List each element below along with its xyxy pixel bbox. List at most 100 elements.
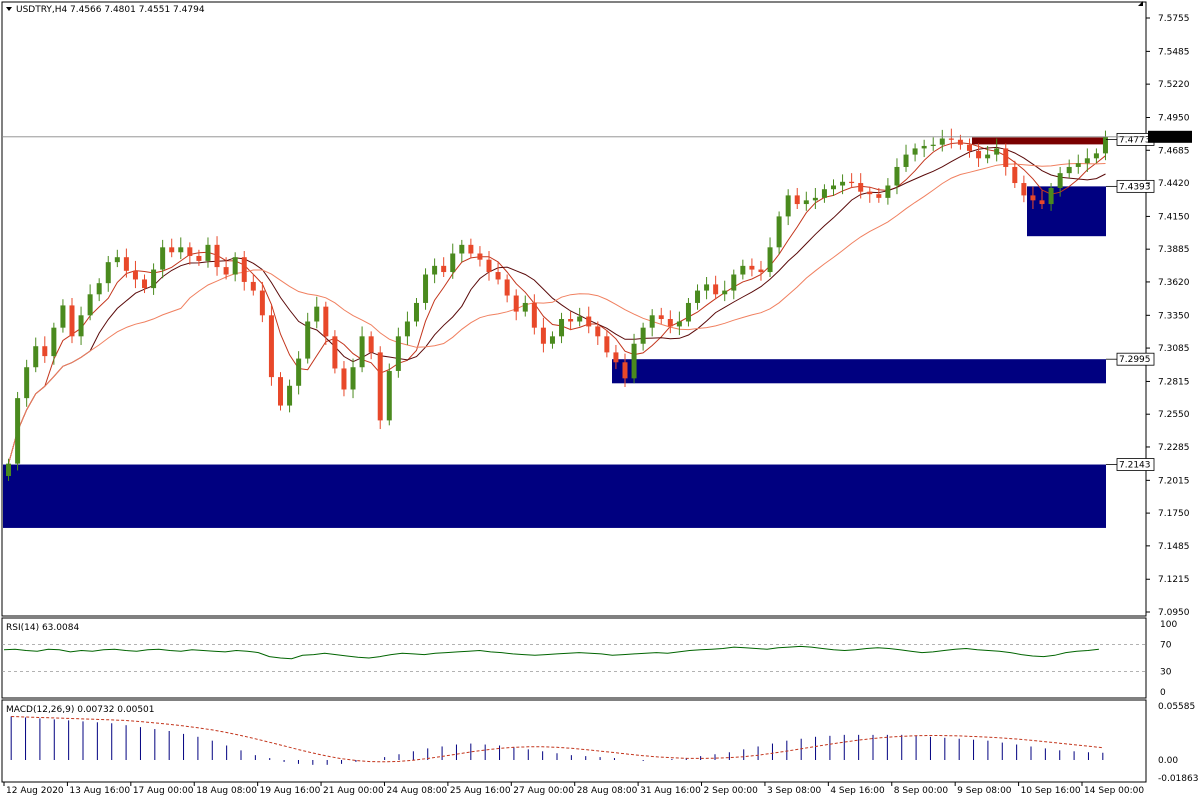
candle-body [214, 244, 220, 268]
candle-body [359, 336, 365, 368]
price-tick-label: 7.5485 [1158, 47, 1190, 57]
candle-body [368, 336, 374, 353]
time-tick-label: 10 Sep 16:00 [1021, 786, 1081, 796]
candle-body [640, 327, 646, 344]
candle-body [142, 279, 148, 289]
candle-body [404, 321, 410, 337]
candle-body [1048, 187, 1054, 205]
macd-indicator: 0.05585 0.00 -0.01863 [10, 702, 1198, 784]
rsi-tick-label: 30 [1160, 668, 1172, 678]
candle-body [187, 247, 193, 256]
price-tick-label: 7.2015 [1158, 476, 1190, 486]
candle-body [6, 463, 12, 477]
time-tick-label: 24 Aug 08:00 [386, 786, 447, 796]
candle-body [559, 319, 565, 337]
time-tick-label: 21 Aug 00:00 [323, 786, 384, 796]
candle-body [794, 195, 800, 205]
rsi-pane[interactable] [1, 617, 1147, 699]
candle-body [840, 181, 846, 186]
candle-body [831, 185, 836, 190]
candle-body [939, 138, 945, 145]
candle-body [604, 336, 610, 353]
price-tick-label: 7.4950 [1158, 114, 1190, 124]
candle-body [903, 154, 909, 167]
level-labels: 7.4773 7.4393 7.2995 7.2143 [1106, 132, 1155, 471]
level-label: 7.2143 [1119, 461, 1151, 471]
candle-body [767, 247, 773, 273]
candle-body [1012, 166, 1018, 184]
candle-body [477, 253, 483, 260]
candle-body [395, 336, 401, 371]
candle-body [785, 195, 791, 217]
candle-body [695, 290, 701, 303]
macd-signal-line [11, 716, 1103, 763]
macd-tick-label: 0.05585 [1158, 702, 1195, 712]
rsi-title: RSI(14) 63.0084 [6, 623, 79, 633]
candle-body [178, 247, 184, 253]
candle-body [912, 148, 918, 155]
candle-body [622, 362, 628, 379]
level-label: 7.4773 [1119, 135, 1151, 145]
scroll-corner-icon[interactable] [1138, 1, 1143, 6]
candle-body [42, 346, 48, 357]
candle-body [586, 316, 592, 327]
candle-body [241, 257, 247, 282]
candle-body [722, 290, 728, 295]
candle-body [232, 257, 238, 275]
candle-body [341, 368, 347, 390]
candles-layer [6, 128, 1108, 481]
price-tick-label: 7.4420 [1158, 179, 1190, 189]
support-zone [612, 359, 1106, 384]
macd-pane[interactable] [1, 699, 1147, 783]
time-tick-label: 12 Aug 2020 [6, 786, 64, 796]
candle-body [631, 343, 637, 379]
candle-body [287, 385, 293, 406]
time-tick-label: 25 Aug 16:00 [450, 786, 511, 796]
candle-body [78, 315, 84, 337]
candle-body [985, 154, 991, 159]
price-tick-label: 7.0950 [1158, 608, 1190, 618]
time-tick-label: 31 Aug 16:00 [640, 786, 701, 796]
candle-body [930, 144, 936, 146]
candle-body [386, 370, 392, 421]
price-tick-label: 7.4685 [1158, 146, 1190, 156]
candle-body [568, 319, 574, 322]
price-tick-label: 7.3350 [1158, 311, 1190, 321]
macd-title: MACD(12,26,9) 0.00732 0.00501 [6, 705, 155, 715]
candle-body [123, 257, 129, 271]
rsi-tick-label: 70 [1160, 640, 1172, 650]
candle-body [305, 321, 311, 359]
current-price-tag [1148, 130, 1192, 143]
time-tick-label: 4 Sep 16:00 [830, 786, 885, 796]
candle-body [758, 269, 764, 273]
candle-body [649, 315, 655, 328]
candle-body [259, 290, 265, 316]
dropdown-triangle-icon[interactable] [6, 7, 12, 11]
candle-body [69, 305, 75, 337]
candle-body [205, 244, 211, 261]
level-box [1116, 458, 1155, 471]
time-tick-label: 17 Aug 00:00 [133, 786, 194, 796]
candle-body [314, 306, 320, 322]
candle-body [704, 284, 710, 291]
candle-body [858, 183, 864, 192]
time-tick-label: 8 Sep 00:00 [894, 786, 949, 796]
price-tick-label: 7.2815 [1158, 377, 1190, 387]
candle-body [849, 181, 855, 184]
candle-body [613, 352, 619, 363]
price-tick-label: 7.2550 [1158, 410, 1190, 420]
candle-body [296, 358, 302, 386]
candle-body [114, 257, 120, 263]
candle-body [522, 302, 528, 312]
time-tick-label: 18 Aug 08:00 [196, 786, 257, 796]
candle-body [667, 319, 673, 327]
level-box [1116, 179, 1155, 193]
candle-body [821, 189, 827, 198]
price-tick-label: 7.5755 [1158, 14, 1190, 24]
support-zone [3, 464, 1106, 528]
candle-body [432, 265, 438, 275]
candle-body [459, 244, 465, 254]
candle-body [577, 316, 583, 322]
time-tick-label: 9 Sep 08:00 [957, 786, 1012, 796]
